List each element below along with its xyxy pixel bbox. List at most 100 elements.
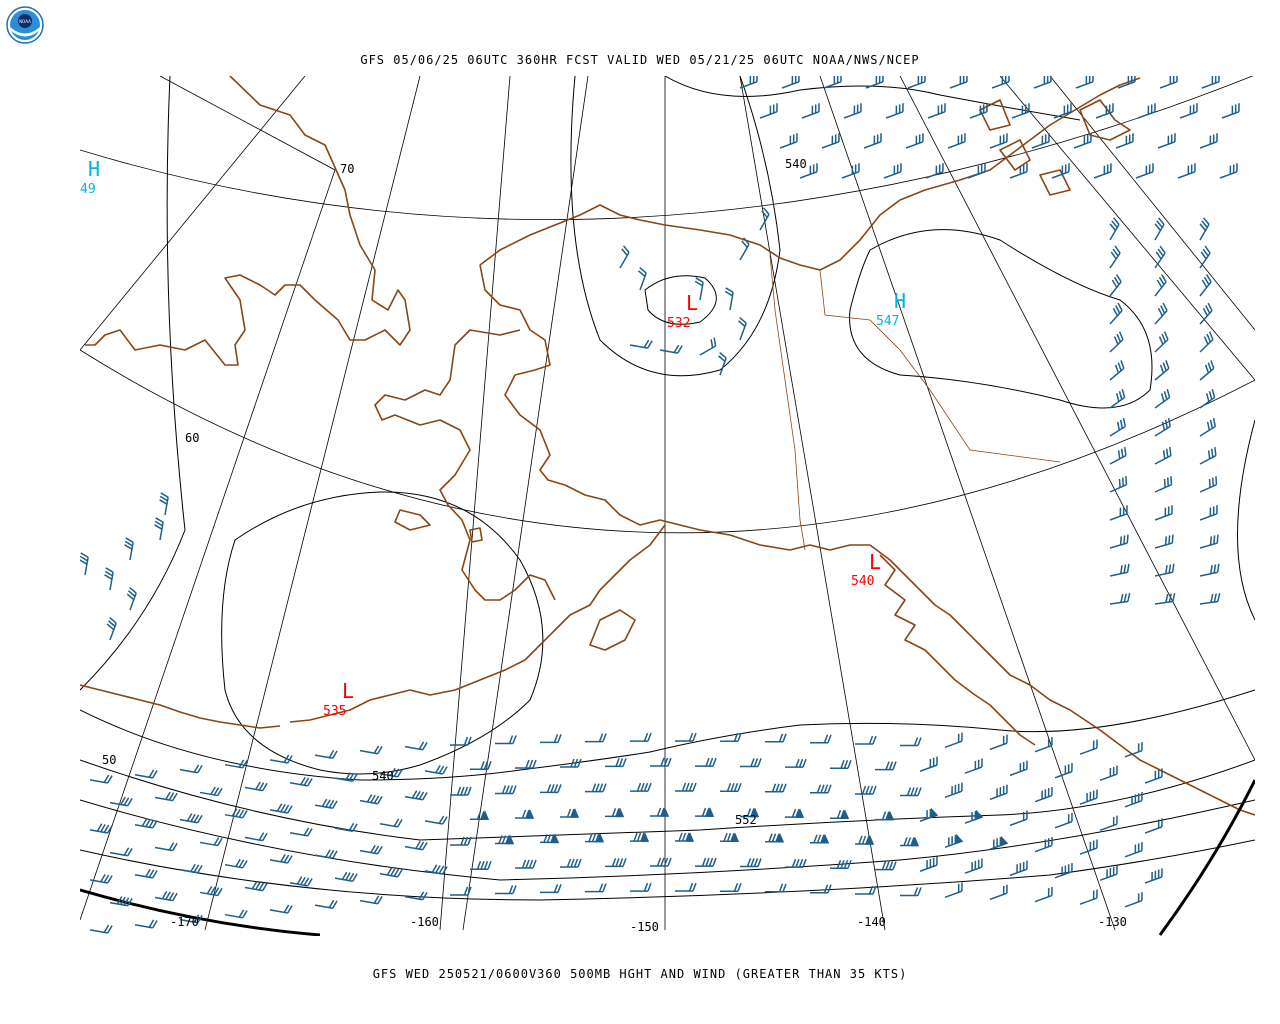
contour-line (80, 759, 1255, 841)
wind-barb (106, 616, 117, 641)
wind-barb (359, 794, 383, 805)
wind-barb (1075, 76, 1094, 89)
wind-barb (334, 822, 358, 832)
wind-barb (560, 808, 580, 818)
wind-barb (1154, 331, 1169, 353)
wind-barb (699, 337, 717, 356)
wind-barb (855, 885, 877, 895)
coastlines (80, 76, 1255, 816)
meridian-line (462, 76, 589, 931)
alaska-canada-border (769, 254, 806, 551)
wind-barb (179, 813, 203, 824)
high-value: 49 (80, 182, 96, 197)
wind-barb (179, 764, 203, 774)
wind-barb (1051, 163, 1070, 179)
yukon-border (819, 269, 1061, 463)
lat-label-70: 70 (340, 162, 354, 176)
wind-barb (765, 733, 787, 743)
wind-barb (560, 758, 582, 768)
wind-barb (863, 133, 882, 149)
wind-barb (720, 782, 742, 792)
wind-barb (1109, 360, 1125, 381)
wind-barb (89, 924, 113, 934)
wind-barb (585, 832, 605, 843)
wind-barb (1099, 815, 1118, 832)
low-value: 535 (323, 704, 346, 719)
wind-barb (675, 732, 697, 742)
wind-barb (810, 734, 832, 744)
chukotka-coast (374, 329, 556, 601)
wind-barb (785, 808, 805, 818)
meridian-line (999, 76, 1255, 381)
meridian-line (80, 76, 306, 351)
wind-barb (314, 899, 338, 910)
low-symbol: L (869, 550, 881, 574)
wind-barb (801, 103, 820, 119)
wind-barb (810, 884, 832, 894)
arctic-islands (979, 99, 1131, 196)
lon-label-130: -130 (1098, 915, 1127, 929)
wind-barb (694, 277, 704, 301)
wind-barb (1199, 592, 1221, 605)
wind-barb (1054, 763, 1073, 779)
wind-barb (779, 133, 798, 149)
wind-barb (1137, 103, 1156, 119)
wind-barb (199, 786, 223, 797)
low-center: L 540 (851, 550, 881, 589)
wind-barb (740, 807, 760, 818)
wind-barb (1009, 163, 1028, 179)
wind-barb (1034, 886, 1053, 903)
wind-barb (944, 782, 963, 799)
wind-barb (1109, 563, 1130, 577)
wind-barb (964, 758, 983, 774)
southeast-alaska (869, 544, 1255, 816)
contour-line (80, 799, 1255, 881)
wind-barb (855, 785, 877, 795)
wind-barb (359, 745, 383, 755)
wind-barb (585, 883, 607, 893)
wind-barb (1154, 388, 1171, 409)
contour-label: 540 (372, 769, 394, 783)
contour-line (80, 76, 186, 691)
wind-barb (1054, 813, 1073, 829)
latitude-line-60 (80, 349, 1255, 534)
wind-barb (244, 781, 268, 792)
kodiak-island (589, 609, 636, 651)
wind-barb (244, 881, 268, 892)
contour-line (664, 76, 1081, 121)
wind-barb (470, 861, 492, 871)
low-value: 532 (667, 316, 690, 331)
wind-barb (1199, 360, 1215, 381)
wind-barb (1009, 810, 1028, 827)
wind-barb (470, 810, 490, 821)
wind-barb (989, 884, 1008, 901)
wind-barb (1109, 331, 1124, 353)
lat-label-60: 60 (185, 431, 199, 445)
wind-barb (424, 765, 448, 775)
siberia-coast (85, 76, 411, 366)
wind-barb (1135, 163, 1154, 179)
wind-barb (1154, 446, 1172, 465)
wind-barb (109, 847, 133, 857)
wind-barb (989, 784, 1008, 801)
wind-barb (919, 856, 938, 872)
wind-barb (630, 882, 652, 892)
wind-barb (379, 818, 403, 828)
wind-barb (1154, 302, 1168, 325)
wind-barb (785, 858, 807, 868)
wind-barb (495, 785, 517, 795)
wind-barb (989, 835, 1009, 851)
wind-barb (495, 834, 515, 845)
wind-barb (967, 163, 986, 179)
wind-barb (810, 784, 832, 794)
wind-barb (1199, 505, 1218, 521)
wind-barb (1079, 889, 1098, 905)
wind-barb (314, 849, 338, 860)
contour-line (1237, 419, 1255, 621)
low-symbol: L (686, 291, 698, 315)
wind-barb (830, 759, 852, 769)
high-symbol: H (894, 289, 906, 313)
wind-barb (629, 339, 653, 349)
wind-barb (359, 844, 383, 855)
wind-barb (830, 859, 852, 869)
